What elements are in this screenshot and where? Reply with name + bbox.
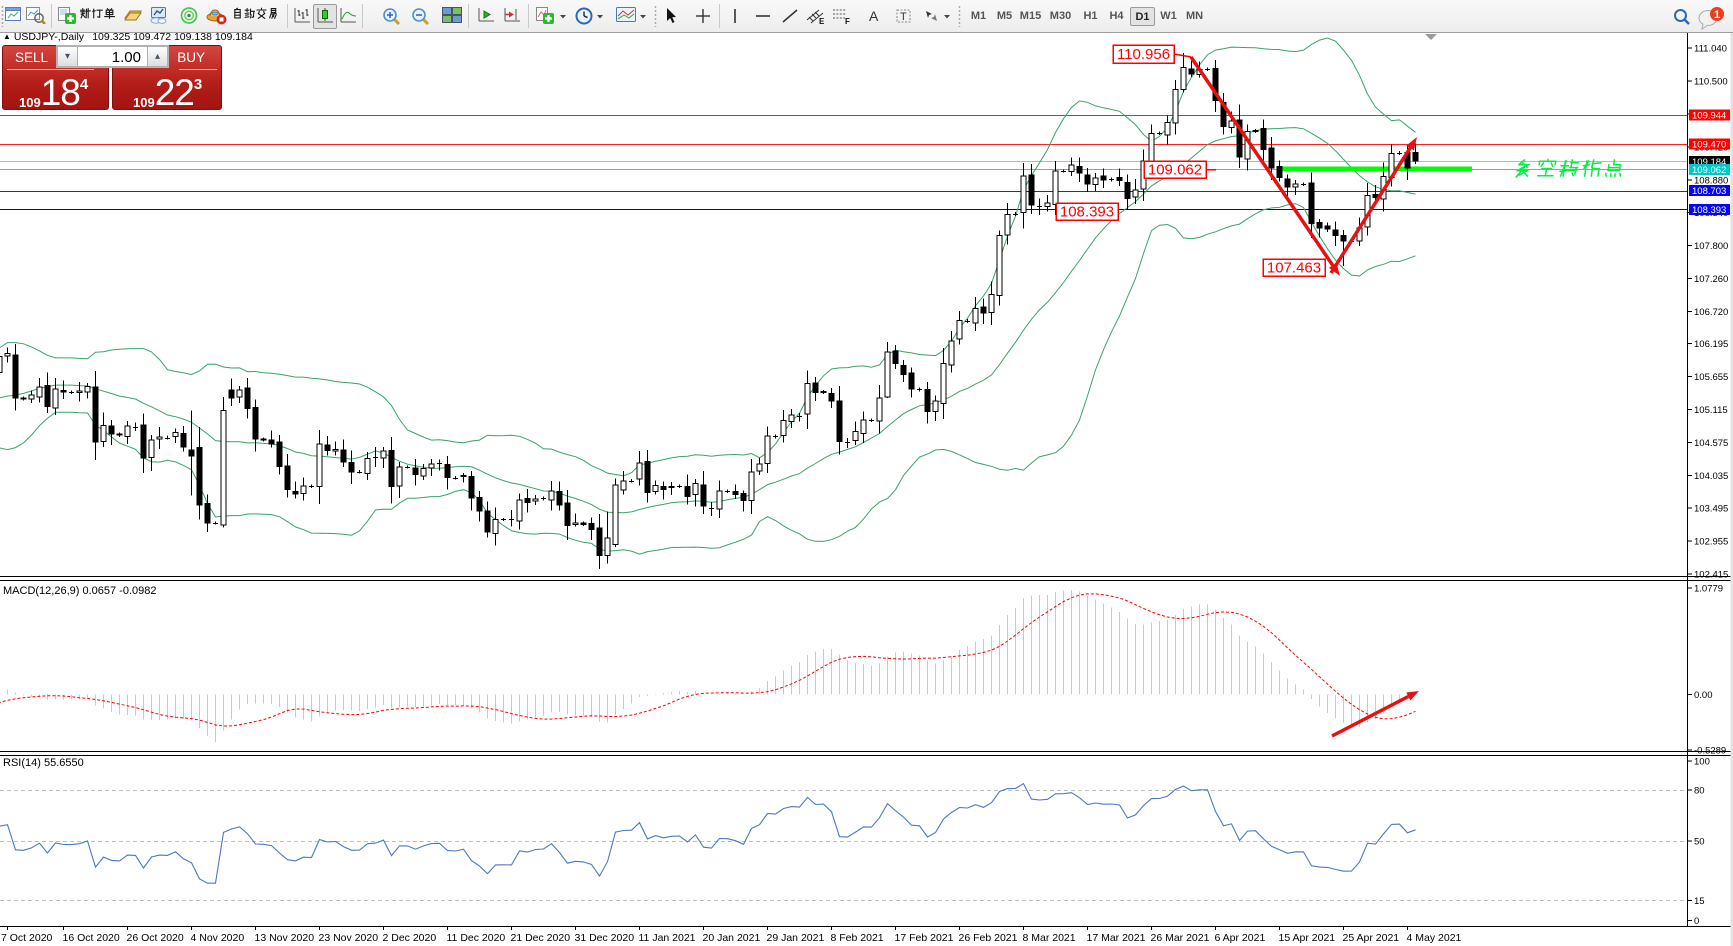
svg-text:108.393: 108.393 [1060,204,1114,221]
svg-text:108.393: 108.393 [1692,205,1726,216]
svg-text:100: 100 [1694,757,1710,768]
svg-text:16 Oct 2020: 16 Oct 2020 [63,932,120,944]
svg-text:1: 1 [1714,9,1720,21]
svg-text:11 Jan 2021: 11 Jan 2021 [639,932,696,944]
svg-text:104.035: 104.035 [1694,471,1728,482]
svg-text:106.195: 106.195 [1694,339,1728,350]
svg-text:103.495: 103.495 [1694,504,1728,515]
svg-text:80: 80 [1694,786,1705,797]
svg-text:21 Dec 2020: 21 Dec 2020 [511,932,571,944]
svg-text:0.00: 0.00 [1694,690,1713,701]
svg-text:102.955: 102.955 [1694,537,1728,548]
svg-text:104.575: 104.575 [1694,438,1728,449]
svg-text:17 Feb 2021: 17 Feb 2021 [895,932,954,944]
svg-text:15 Apr 2021: 15 Apr 2021 [1279,932,1336,944]
svg-text:111.040: 111.040 [1694,44,1727,55]
svg-text:1.0779: 1.0779 [1694,584,1723,595]
svg-text:29 Jan 2021: 29 Jan 2021 [767,932,825,944]
svg-text:0: 0 [1694,916,1699,927]
svg-text:23 Nov 2020: 23 Nov 2020 [319,932,379,944]
svg-text:109.944: 109.944 [1692,110,1726,121]
svg-text:11 Dec 2020: 11 Dec 2020 [447,932,506,944]
svg-text:105.655: 105.655 [1694,372,1728,383]
svg-text:15: 15 [1694,896,1705,907]
svg-text:26 Oct 2020: 26 Oct 2020 [127,932,184,944]
svg-text:31 Dec 2020: 31 Dec 2020 [575,932,635,944]
svg-text:110.500: 110.500 [1694,76,1728,87]
svg-text:17 Mar 2021: 17 Mar 2021 [1087,932,1146,944]
svg-text:8 Mar 2021: 8 Mar 2021 [1023,932,1076,944]
svg-text:MACD(12,26,9) 0.0657 -0.0982: MACD(12,26,9) 0.0657 -0.0982 [3,585,156,597]
svg-text:110.956: 110.956 [1117,46,1170,63]
svg-text:107.800: 107.800 [1694,241,1728,252]
svg-text:RSI(14) 55.6550: RSI(14) 55.6550 [3,757,84,769]
svg-text:F: F [845,17,850,25]
svg-text:6 Apr 2021: 6 Apr 2021 [1215,932,1266,944]
svg-text:8 Feb 2021: 8 Feb 2021 [831,932,884,944]
svg-text:107.463: 107.463 [1267,260,1321,277]
svg-text:26 Mar 2021: 26 Mar 2021 [1151,932,1210,944]
svg-text:2 Dec 2020: 2 Dec 2020 [383,932,437,944]
svg-text:105.115: 105.115 [1694,405,1728,416]
svg-text:109.062: 109.062 [1148,162,1202,179]
svg-text:26 Feb 2021: 26 Feb 2021 [959,932,1018,944]
svg-text:109.062: 109.062 [1692,165,1726,176]
svg-text:108.703: 108.703 [1692,186,1726,197]
svg-text:20 Jan 2021: 20 Jan 2021 [703,932,761,944]
svg-text:25 Apr 2021: 25 Apr 2021 [1343,932,1400,944]
svg-text:108.880: 108.880 [1694,175,1728,186]
svg-text:109.184: 109.184 [1692,157,1726,168]
svg-text:102.415: 102.415 [1694,570,1728,581]
svg-text:4 May 2021: 4 May 2021 [1407,932,1462,944]
svg-text:-0.5289: -0.5289 [1694,745,1726,756]
svg-text:50: 50 [1694,837,1705,848]
svg-text:A: A [869,8,879,24]
svg-text:7 Oct 2020: 7 Oct 2020 [1,932,53,944]
svg-text:4 Nov 2020: 4 Nov 2020 [191,932,245,944]
svg-text:13 Nov 2020: 13 Nov 2020 [255,932,315,944]
svg-text:106.720: 106.720 [1694,307,1728,318]
svg-text:T: T [900,11,907,23]
svg-text:107.260: 107.260 [1694,274,1728,285]
svg-text:109.470: 109.470 [1692,139,1726,150]
svg-text:E: E [819,17,825,25]
